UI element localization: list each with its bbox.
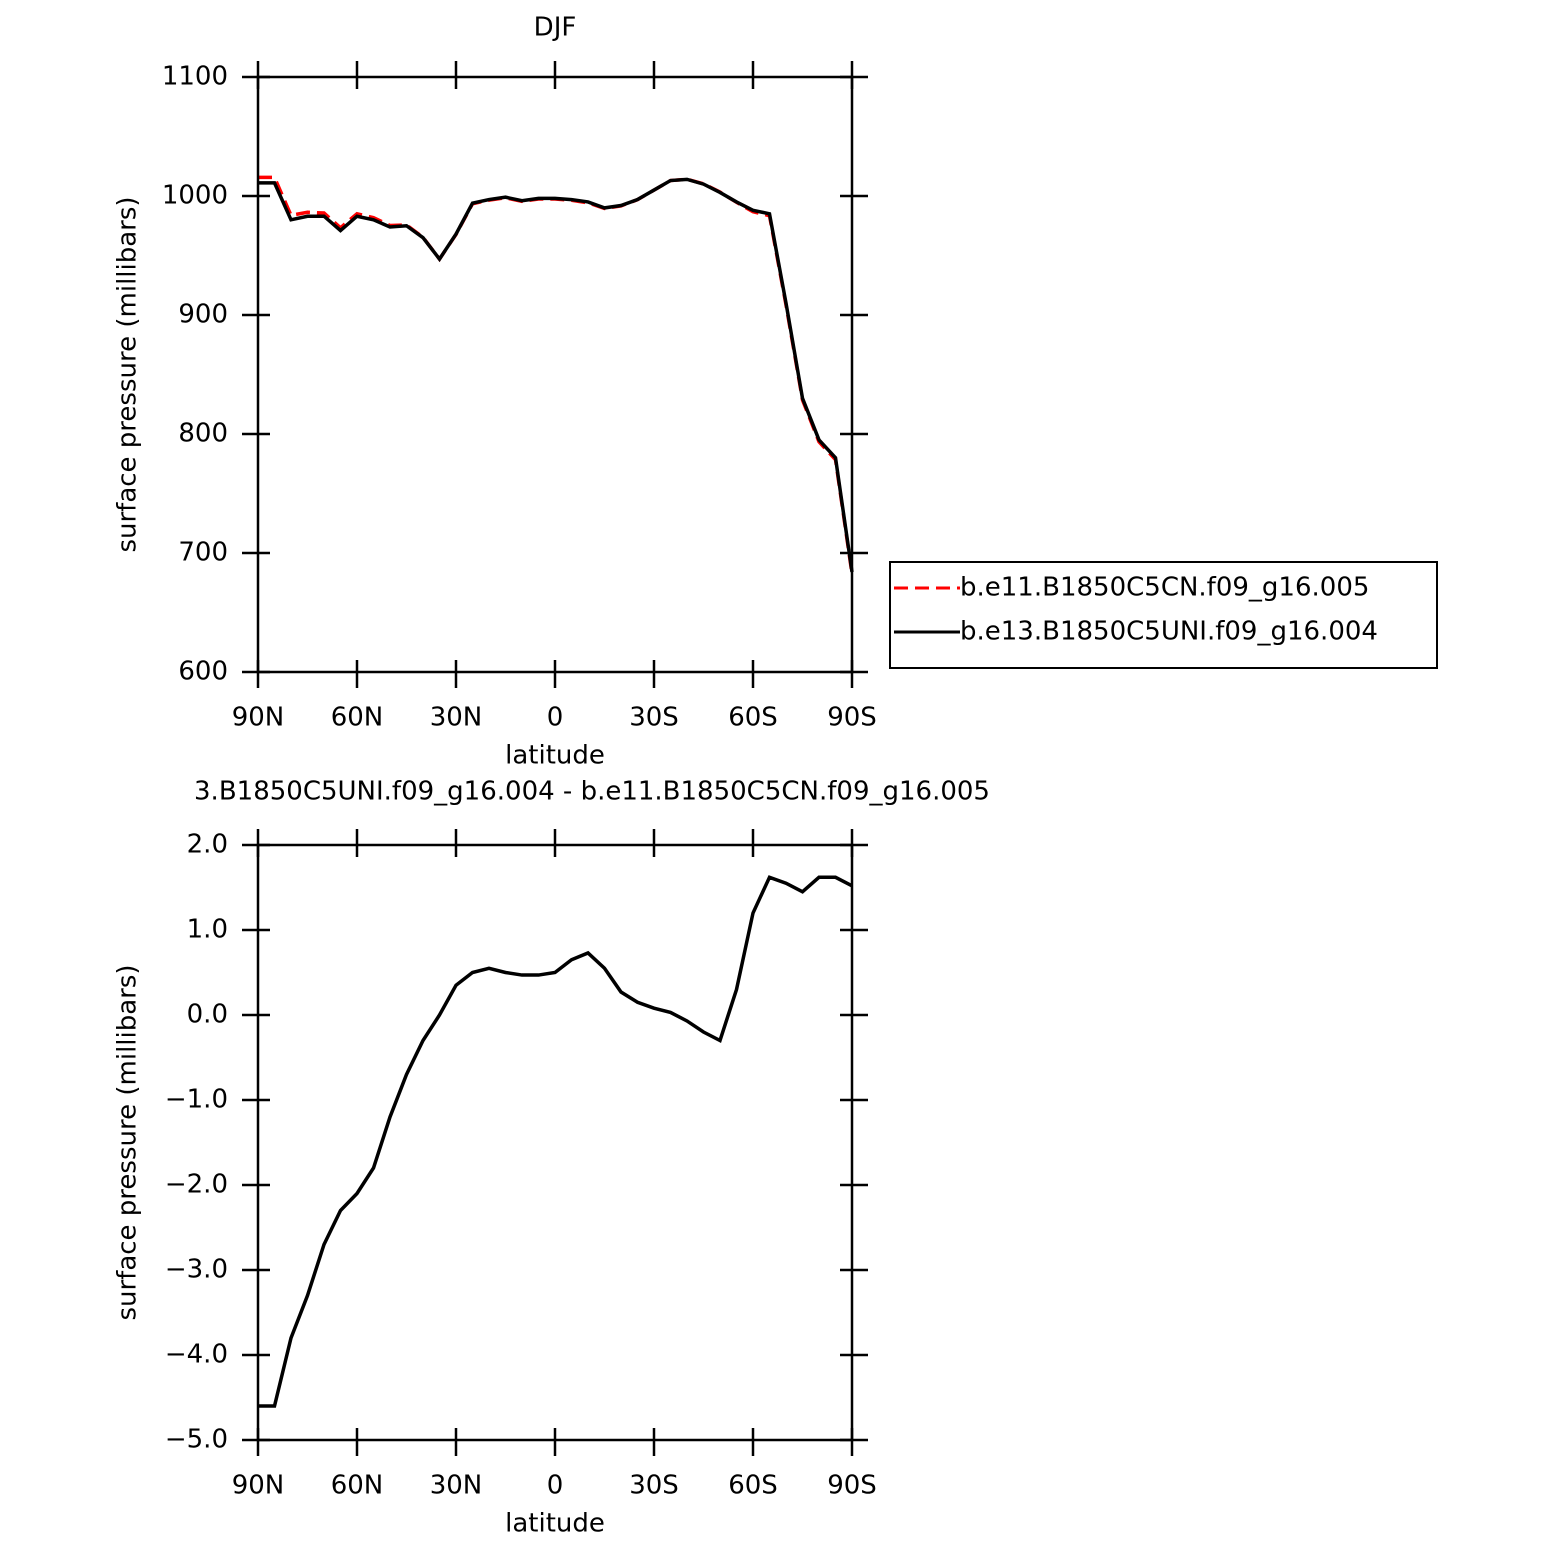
y-tick-label: 600: [178, 657, 228, 687]
y-tick-label: −5.0: [165, 1425, 228, 1455]
x-tick-label: 30S: [629, 1471, 679, 1501]
x-tick-label: 60N: [331, 703, 384, 733]
y-axis-label: surface pressure (millibars): [113, 964, 143, 1320]
x-tick-label: 0: [547, 703, 564, 733]
legend-label: b.e11.B1850C5CN.f09_g16.005: [960, 573, 1369, 603]
y-tick-label: 800: [178, 419, 228, 449]
y-tick-label: 700: [178, 538, 228, 568]
x-tick-label: 90N: [232, 1471, 285, 1501]
y-tick-label: 2.0: [187, 830, 228, 860]
x-tick-label: 30N: [430, 1471, 483, 1501]
y-tick-label: 1000: [162, 181, 228, 211]
y-tick-label: −2.0: [165, 1170, 228, 1200]
plot-frame: [256, 843, 854, 1442]
chart-title: DJF: [534, 13, 577, 43]
y-tick-label: 1.0: [187, 915, 228, 945]
x-tick-label: 0: [547, 1471, 564, 1501]
y-tick-label: 1100: [162, 62, 228, 92]
x-tick-label: 30N: [430, 703, 483, 733]
y-tick-label: −3.0: [165, 1255, 228, 1285]
legend-box: [889, 561, 1438, 669]
data-line: [258, 175, 854, 575]
data-line: [258, 875, 853, 1408]
x-tick-label: 30S: [629, 703, 679, 733]
y-tick-label: −1.0: [165, 1085, 228, 1115]
x-axis-label: latitude: [505, 741, 605, 771]
x-axis-label: latitude: [505, 1509, 605, 1539]
x-tick-label: 60N: [331, 1471, 384, 1501]
y-tick-label: −4.0: [165, 1340, 228, 1370]
x-tick-label: 90N: [232, 703, 285, 733]
legend-label: b.e13.B1850C5UNI.f09_g16.004: [960, 617, 1378, 647]
chart-title: 3.B1850C5UNI.f09_g16.004 - b.e11.B1850C5…: [194, 777, 990, 807]
x-tick-label: 90S: [827, 703, 877, 733]
y-tick-label: 0.0: [187, 1000, 228, 1030]
y-tick-label: 900: [178, 300, 228, 330]
x-tick-label: 90S: [827, 1471, 877, 1501]
y-axis-label: surface pressure (millibars): [113, 196, 143, 552]
plot-frame: [256, 75, 854, 674]
data-line: [258, 177, 854, 573]
x-tick-label: 60S: [728, 1471, 778, 1501]
x-tick-label: 60S: [728, 703, 778, 733]
